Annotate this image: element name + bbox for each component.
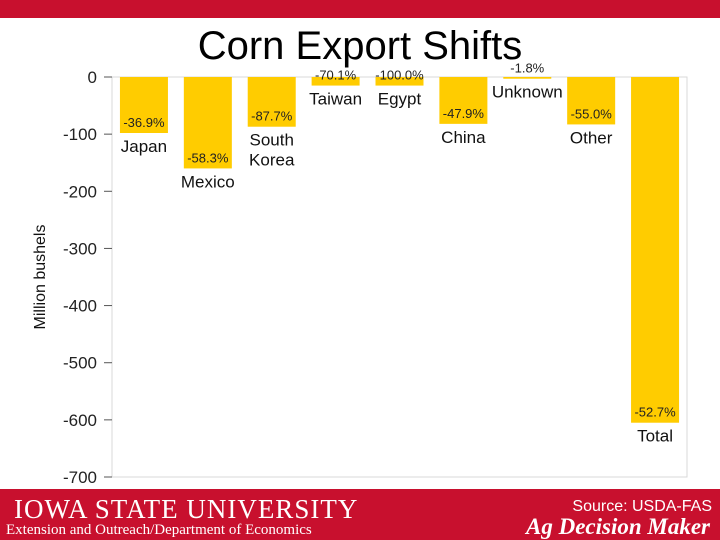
y-tick-label: -500 (63, 354, 97, 373)
category-label: Japan (121, 137, 167, 156)
bar (311, 77, 360, 86)
category-label: Total (637, 427, 673, 446)
footer-bar (0, 489, 720, 540)
y-tick-label: -400 (63, 297, 97, 316)
university-logo-text: IOWA STATE UNIVERSITY (14, 494, 359, 524)
bar (503, 77, 552, 79)
category-label: Egypt (378, 90, 422, 109)
y-tick-label: -300 (63, 239, 97, 258)
bars (119, 77, 680, 423)
category-label: South (250, 131, 294, 150)
category-label: Other (570, 128, 613, 147)
bar (567, 77, 616, 125)
category-label: China (441, 128, 486, 147)
category-label: Mexico (181, 172, 235, 191)
bar (375, 77, 424, 86)
y-tick-label: 0 (88, 68, 97, 87)
page-title: Corn Export Shifts (197, 24, 523, 68)
data-label: -70.1% (315, 68, 357, 83)
bar (439, 77, 488, 124)
category-label: Unknown (492, 83, 563, 102)
data-label: -100.0% (375, 68, 424, 83)
y-tick-label: -200 (63, 182, 97, 201)
y-tick-label: -600 (63, 411, 97, 430)
data-label: -1.8% (510, 61, 544, 76)
brand-logo-text: Ag Decision Maker (526, 514, 710, 539)
data-label: -55.0% (571, 106, 613, 121)
data-label: -87.7% (251, 109, 293, 124)
data-label: -58.3% (187, 150, 229, 165)
data-label: -47.9% (443, 106, 485, 121)
data-label: -36.9% (123, 115, 165, 130)
department-text: Extension and Outreach/Department of Eco… (6, 522, 312, 538)
y-axis-title: Million bushels (32, 225, 49, 330)
bar (247, 77, 296, 127)
y-tick-label: -700 (63, 468, 97, 487)
bar (631, 77, 680, 423)
source-note: Source: USDA-FAS (572, 498, 712, 515)
bar (119, 77, 168, 133)
y-tick-label: -100 (63, 125, 97, 144)
top-accent-bar (0, 0, 720, 18)
category-label: Korea (249, 151, 295, 170)
category-label: Taiwan (309, 90, 362, 109)
bar (183, 77, 232, 169)
data-label: -52.7% (634, 405, 676, 420)
y-axis: 0 -100 -200 -300 -400 -500 -600 -700 (63, 68, 112, 487)
